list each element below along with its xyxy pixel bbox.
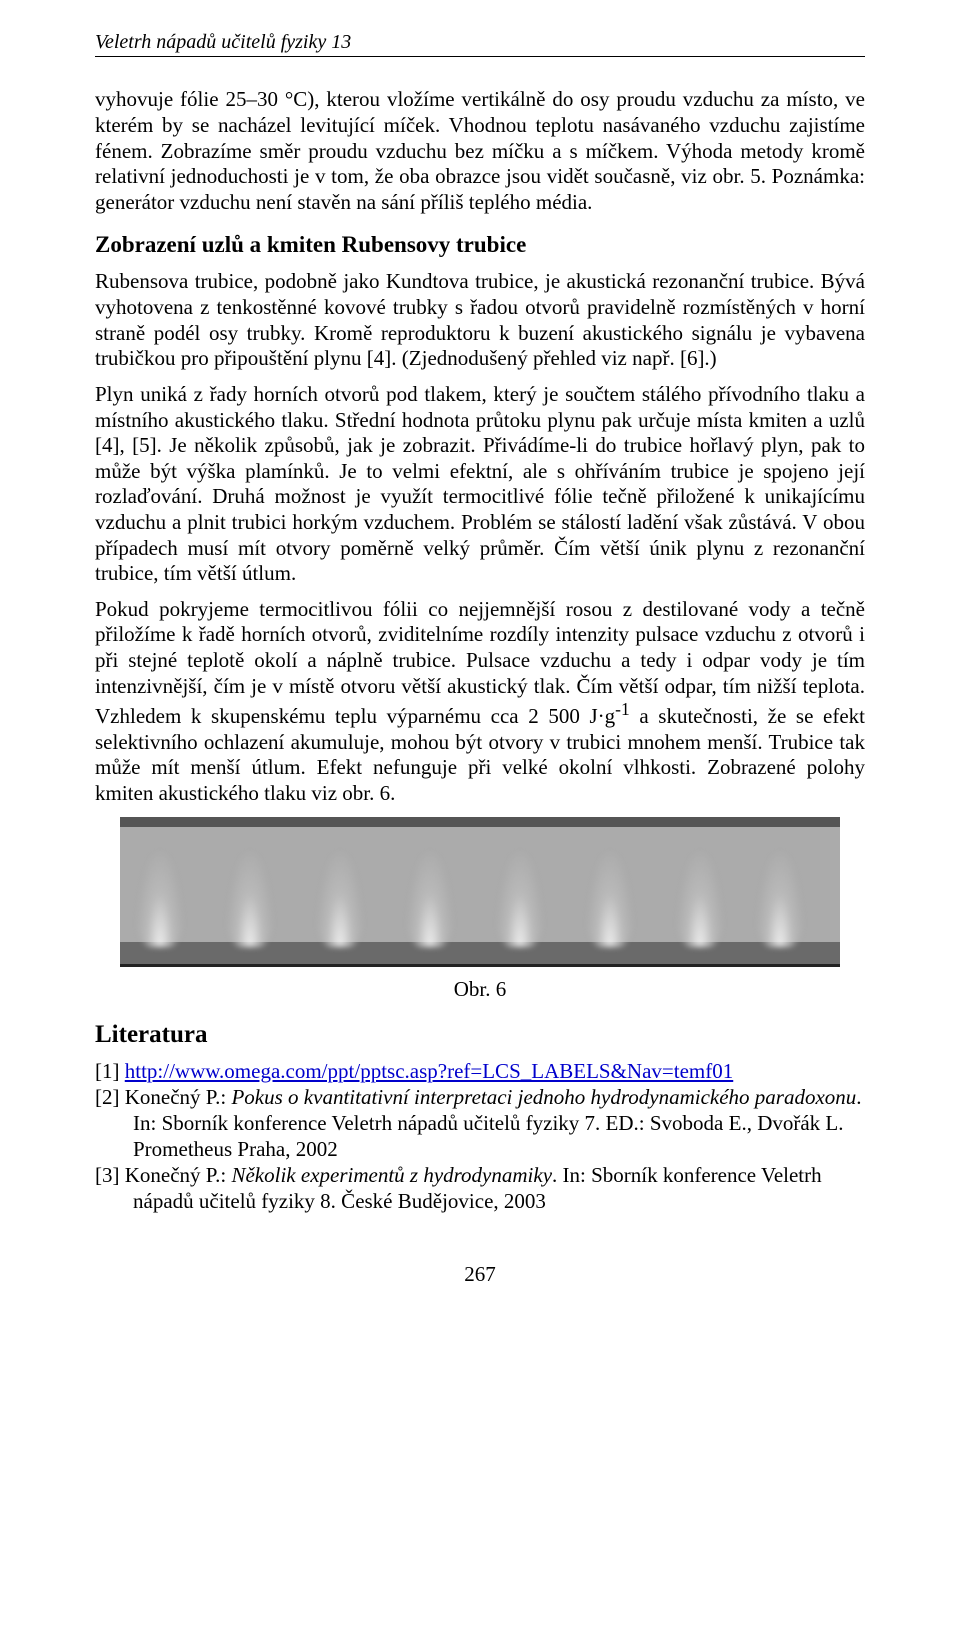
figure-plume — [497, 852, 543, 947]
running-head: Veletrh nápadů učitelů fyziky 13 — [95, 30, 865, 54]
literature-heading: Literatura — [95, 1020, 865, 1051]
figure-plume — [317, 852, 363, 947]
reference-3: [3] Konečný P.: Několik experimentů z hy… — [95, 1163, 865, 1214]
ref2-title: Pokus o kvantitativní interpretaci jedno… — [231, 1085, 856, 1109]
paragraph-1: vyhovuje fólie 25–30 °C), kterou vložíme… — [95, 87, 865, 215]
ref2-a: [2] Konečný P.: — [95, 1085, 231, 1109]
page: Veletrh nápadů učitelů fyziky 13 vyhovuj… — [0, 0, 960, 1328]
header-rule — [95, 56, 865, 57]
figure-bottom-band — [120, 942, 840, 964]
figure-6-image — [120, 817, 840, 967]
ref1-prefix: [1] — [95, 1059, 125, 1083]
figure-plume — [137, 852, 183, 947]
section-heading-rubens: Zobrazení uzlů a kmiten Rubensovy trubic… — [95, 231, 865, 259]
reference-2: [2] Konečný P.: Pokus o kvantitativní in… — [95, 1085, 865, 1162]
ref3-a: [3] Konečný P.: — [95, 1163, 231, 1187]
figure-plume — [677, 852, 723, 947]
figure-bottom-edge — [120, 964, 840, 967]
exponent: -1 — [615, 699, 630, 719]
paragraph-2: Rubensova trubice, podobně jako Kundtova… — [95, 269, 865, 371]
ref1-link[interactable]: http://www.omega.com/ppt/pptsc.asp?ref=L… — [125, 1059, 733, 1083]
ref3-title: Několik experimentů z hydrodynamiky — [231, 1163, 552, 1187]
figure-plume — [757, 852, 803, 947]
figure-top-band — [120, 817, 840, 827]
page-number: 267 — [95, 1262, 865, 1288]
paragraph-4: Pokud pokryjeme termocitlivou fólii co n… — [95, 597, 865, 807]
figure-plume — [587, 852, 633, 947]
paragraph-3: Plyn uniká z řady horních otvorů pod tla… — [95, 382, 865, 587]
figure-6-caption: Obr. 6 — [95, 977, 865, 1003]
figure-plume — [227, 852, 273, 947]
reference-1: [1] http://www.omega.com/ppt/pptsc.asp?r… — [95, 1059, 865, 1085]
figure-plume — [407, 852, 453, 947]
